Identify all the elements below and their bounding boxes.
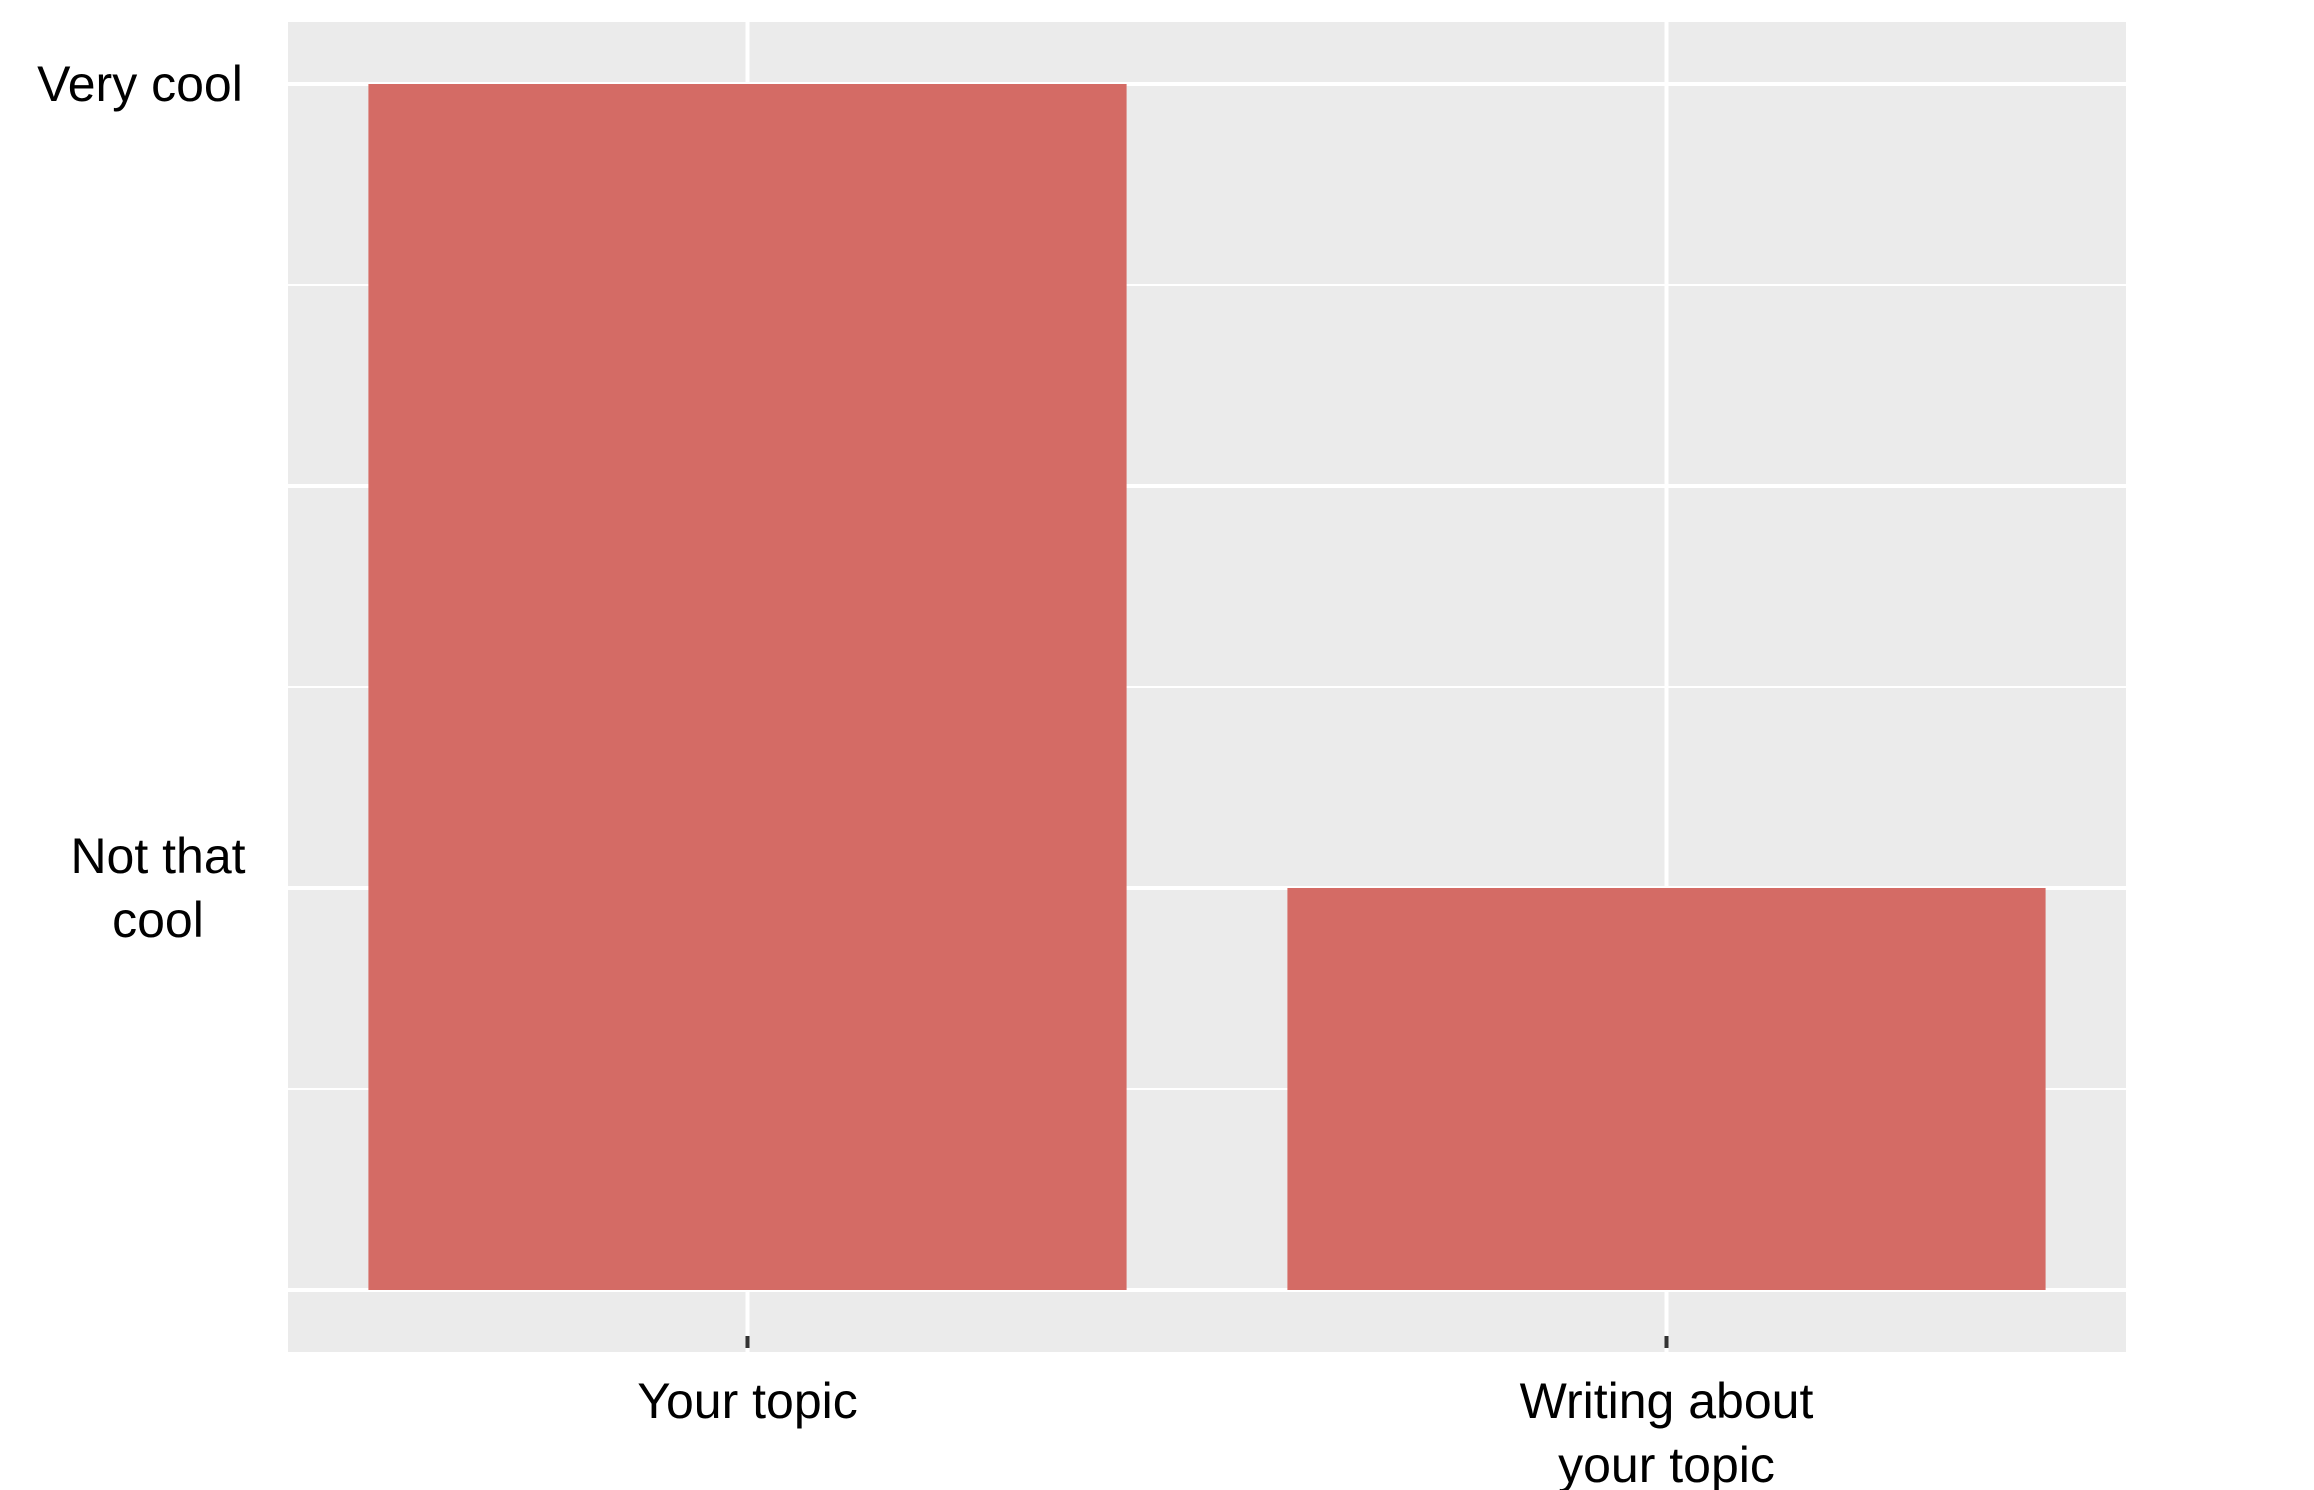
x-tick-labels: Your topic Writing about your topic	[637, 1373, 1813, 1490]
x-axis-ticks	[745, 1336, 1669, 1348]
bar-1	[368, 84, 1127, 1290]
bars	[368, 84, 2046, 1290]
y-tick-labels: Very cool Not that cool	[37, 56, 245, 948]
bar-2	[1287, 888, 2046, 1290]
y-tick-label: Very cool	[37, 56, 243, 112]
x-tick-label: Writing about your topic	[1520, 1373, 1814, 1490]
y-tick-label: Not that cool	[70, 828, 245, 948]
x-tick-label: Your topic	[637, 1373, 858, 1429]
